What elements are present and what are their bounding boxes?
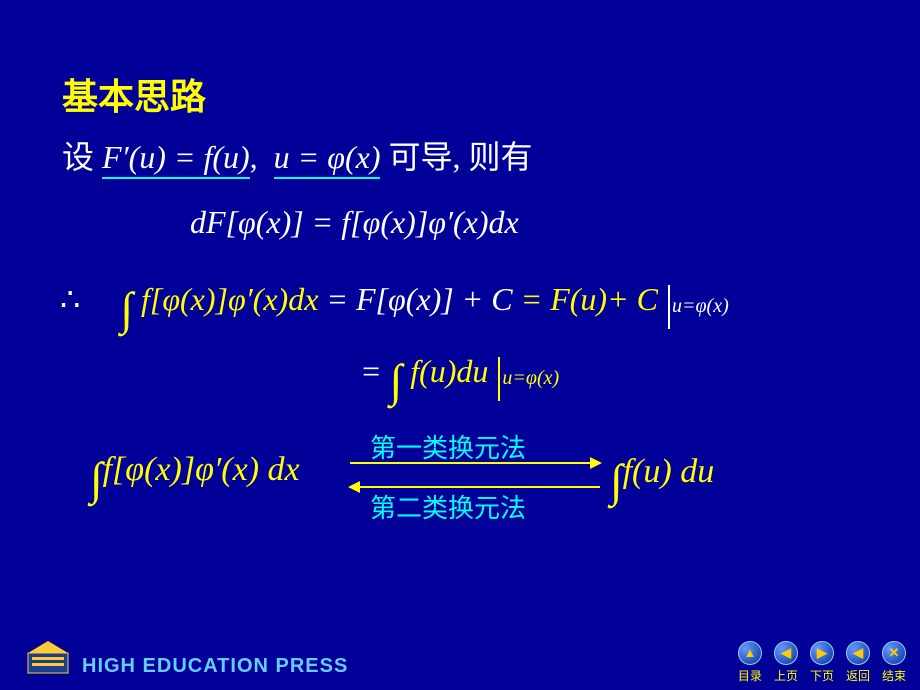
nav-prev-label: 上页 [774,667,798,684]
diagram-right-text: f(u) du [623,453,715,490]
integral-sign-4: ∫ [610,454,623,507]
eval-bar-2 [498,357,500,401]
integral-sign-3: ∫ [90,452,103,505]
therefore-symbol: ∴ [60,281,80,317]
next-icon: ▶ [810,641,834,665]
diagram-left-expr: ∫f[φ(x)]φ′(x) dx [90,448,300,501]
eq3-int: f(u)du [410,353,488,389]
integral-sign-1: ∫ [120,282,133,335]
equation-3: = ∫ f(u)du u=φ(x) [360,350,559,403]
footer: HIGH EDUCATION PRESS ▲ 目录 ◀ 上页 ▶ 下页 ◀ 返回… [0,634,920,690]
equation-2: ∴ ∫ f[φ(x)]φ′(x)dx = F[φ(x)] + C = F(u)+… [60,278,729,331]
eq2-mid: = F[φ(x)] + C [326,281,512,317]
publisher-name: HIGH EDUCATION PRESS [82,655,348,678]
text-kedao: 可导, 则有 [388,139,532,175]
diagram-right-expr: ∫f(u) du [610,450,714,503]
nav-back-label: 返回 [846,667,870,684]
nav-toc-label: 目录 [738,667,762,684]
nav-back-button[interactable]: ◀ 返回 [846,641,870,684]
eq2-sub: u=φ(x) [672,295,729,317]
eval-bar-1 [668,285,670,329]
nav-next-label: 下页 [810,667,834,684]
text-she: 设 [62,139,94,175]
end-icon: ✕ [882,641,906,665]
slide-title: 基本思路 [62,68,206,120]
expr-F-prime: F′(u) = f(u) [102,139,250,179]
arrow-right [350,462,600,464]
nav-toc-button[interactable]: ▲ 目录 [738,641,762,684]
slide: 基本思路 设 F′(u) = f(u), u = φ(x) 可导, 则有 dF[… [0,0,920,690]
nav-end-button[interactable]: ✕ 结束 [882,641,906,684]
eq2-lhs: f[φ(x)]φ′(x)dx [141,281,318,317]
toc-icon: ▲ [738,641,762,665]
diagram-left-text: f[φ(x)]φ′(x) dx [103,451,300,488]
nav-bar: ▲ 目录 ◀ 上页 ▶ 下页 ◀ 返回 ✕ 结束 [738,641,906,684]
integral-sign-2: ∫ [390,354,403,407]
premise-line: 设 F′(u) = f(u), u = φ(x) 可导, 则有 [62,132,533,178]
nav-next-button[interactable]: ▶ 下页 [810,641,834,684]
back-icon: ◀ [846,641,870,665]
nav-end-label: 结束 [882,667,906,684]
method-1-label: 第一类换元法 [370,428,526,465]
eq3-sub: u=φ(x) [502,367,559,389]
comma: , [250,139,258,175]
equation-1: dF[φ(x)] = f[φ(x)]φ′(x)dx [190,204,519,241]
eq3-eq: = [360,353,382,389]
expr-u-phi: u = φ(x) [274,139,381,179]
publisher-logo [22,633,74,682]
method-2-label: 第二类换元法 [370,488,526,525]
prev-icon: ◀ [774,641,798,665]
eq2-rhs: = F(u)+ C [521,281,658,317]
nav-prev-button[interactable]: ◀ 上页 [774,641,798,684]
